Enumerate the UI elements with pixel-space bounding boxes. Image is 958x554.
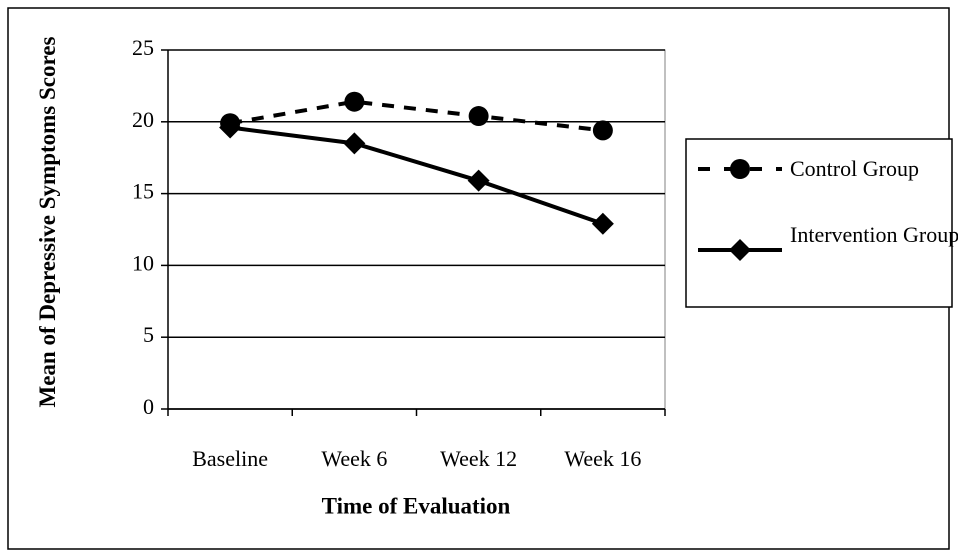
y-tick-label: 20 (132, 107, 154, 132)
marker (343, 132, 365, 154)
y-axis-title: Mean of Depressive Symptoms Scores (33, 32, 63, 412)
marker (468, 170, 490, 192)
x-tick-label: Week 12 (440, 446, 517, 471)
page: Time of Evaluation 0 5 10 15 20 25 Baseline Wee… (0, 0, 958, 554)
marker (344, 92, 364, 112)
series-line (230, 128, 603, 224)
plot-area (168, 50, 665, 409)
y-tick-label: 15 (132, 179, 154, 204)
y-tick-label: 25 (132, 35, 154, 60)
y-tick-label: 0 (143, 394, 154, 419)
x-tick-label: Week 16 (564, 446, 641, 471)
x-tick-label: Week 6 (321, 446, 387, 471)
legend-label: Intervention Group (790, 220, 958, 250)
marker (469, 106, 489, 126)
marker (592, 213, 614, 235)
x-axis-title: Time of Evaluation (322, 493, 511, 518)
x-tick-label: Baseline (192, 446, 268, 471)
y-tick-label: 10 (132, 250, 154, 275)
legend-label: Control Group (790, 154, 958, 184)
legend-marker (730, 159, 750, 179)
y-tick-label: 5 (143, 322, 154, 347)
marker (593, 120, 613, 140)
chart: Time of Evaluation 0 5 10 15 20 25 Baseline Wee… (0, 0, 958, 554)
series-line (230, 102, 603, 131)
